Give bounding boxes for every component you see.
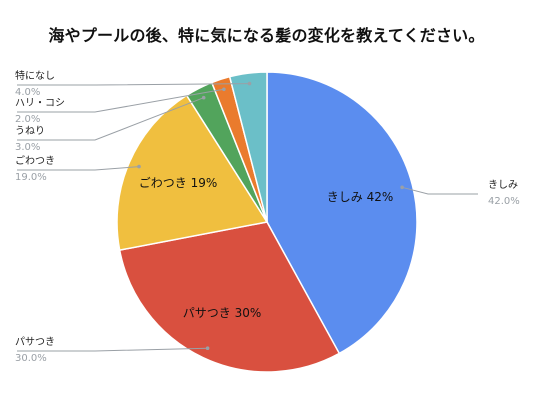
external-label-3: うねり 3.0%	[15, 95, 206, 153]
leader-line-5	[17, 83, 250, 86]
slice-percent-1: 30.0%	[15, 353, 47, 364]
external-label-2: ごわつき 19.0%	[15, 154, 141, 183]
leader-line-4	[17, 88, 224, 113]
slice-percent-2: 19.0%	[15, 172, 47, 183]
leader-dot-5	[247, 81, 252, 86]
leader-line-2	[17, 166, 140, 171]
slice-label-1: パサつき	[15, 336, 55, 348]
pie-slice-5	[228, 71, 268, 223]
slice-percent-3: 3.0%	[15, 142, 40, 153]
pie-slice-1	[118, 221, 341, 373]
slice-label-3: うねり	[15, 125, 45, 137]
slice-label-0: きしみ	[488, 179, 518, 191]
pie-slice-0	[266, 71, 418, 355]
slice-label-4: ハリ・コシ	[15, 98, 65, 109]
leader-line-3	[17, 97, 204, 141]
slice-percent-0: 42.0%	[488, 196, 520, 207]
slice-percent-5: 4.0%	[15, 87, 40, 98]
external-label-5: 特になし 4.0%	[15, 70, 252, 98]
slice-inner-label-0: きしみ 42%	[327, 190, 394, 204]
chart-title: 海やプールの後、特に気になる髪の変化を教えてください。	[48, 26, 485, 45]
leader-line-0	[401, 186, 478, 195]
slice-percent-4: 2.0%	[15, 114, 40, 125]
slice-inner-label-2: ごわつき 19%	[139, 175, 218, 190]
external-label-0: きしみ 42.0%	[400, 179, 520, 207]
leader-line-1	[17, 347, 208, 352]
slice-label-2: ごわつき	[15, 154, 55, 167]
external-label-1: パサつき 30.0%	[15, 336, 210, 364]
external-label-4: ハリ・コシ 2.0%	[15, 87, 226, 125]
slice-inner-label-1: パサつき 30%	[183, 306, 262, 320]
slice-label-5: 特になし	[15, 70, 55, 82]
pie-slice-2	[116, 94, 269, 251]
